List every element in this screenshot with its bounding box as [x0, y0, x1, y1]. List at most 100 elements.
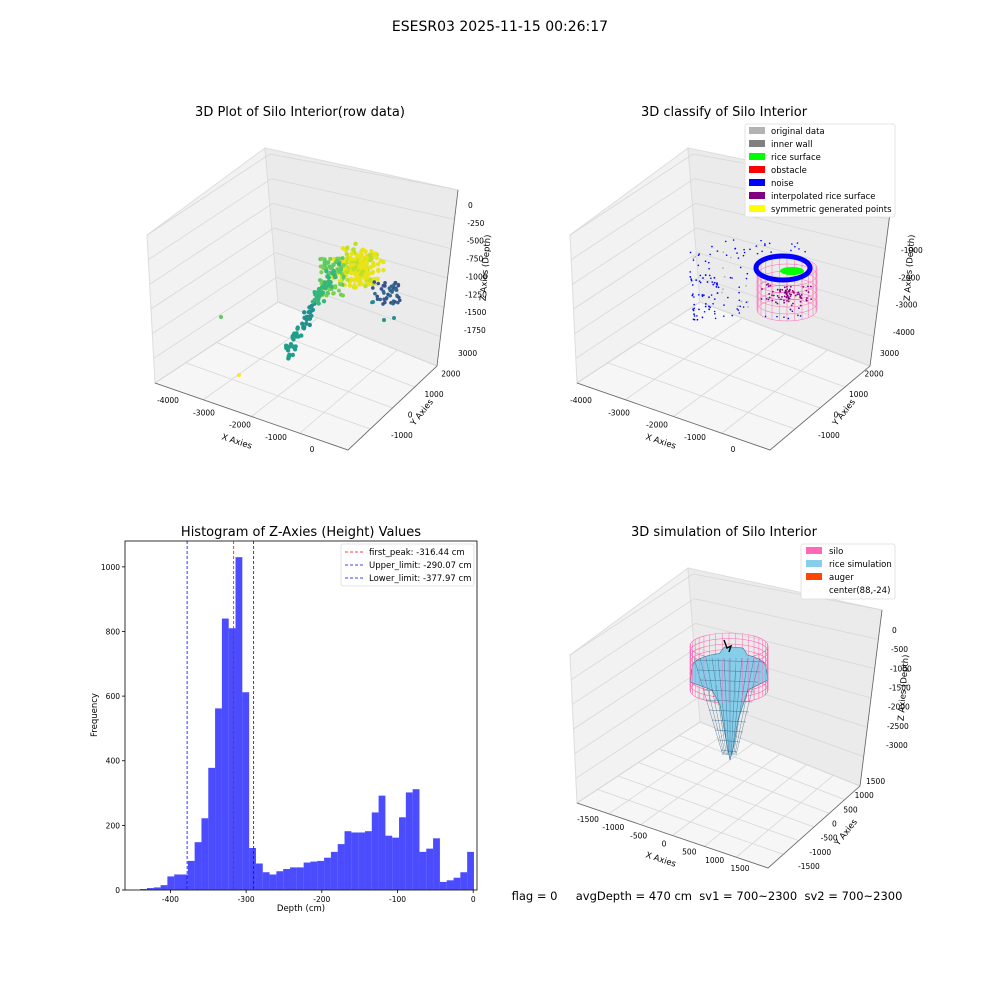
raw-z-axis-label: Z Axies (Depth) — [479, 234, 494, 301]
raw-data-points — [219, 241, 402, 377]
classify-z-axis-label: Z Axies (Depth) — [903, 234, 918, 301]
raw-point — [286, 354, 292, 359]
histogram-bar — [371, 812, 379, 890]
noise-point — [708, 267, 710, 270]
noise-point — [706, 281, 709, 283]
histogram-bar — [324, 857, 331, 890]
noise-point — [745, 301, 748, 303]
noise-point — [697, 264, 700, 267]
interpolated-point — [796, 293, 799, 296]
raw-point — [359, 265, 364, 271]
surface-mesh-line — [720, 749, 738, 753]
histogram-bar — [249, 847, 256, 890]
interpolated-point — [780, 298, 782, 301]
noise-point — [783, 316, 785, 318]
interpolated-point — [783, 301, 786, 304]
noise-point — [755, 245, 758, 247]
raw-point — [326, 275, 332, 280]
histogram-bar — [310, 861, 318, 890]
raw-point — [317, 294, 322, 299]
histogram-bar — [228, 628, 236, 890]
raw-point — [219, 315, 223, 319]
interpolated-point — [765, 297, 768, 300]
original-point — [723, 276, 726, 278]
raw-point — [337, 269, 342, 274]
raw-point — [321, 299, 327, 304]
noise-point — [764, 243, 766, 245]
raw-x-tick: -1000 — [265, 433, 287, 442]
classify-z-tick: -4000 — [893, 328, 915, 337]
surface-mesh-line — [708, 709, 750, 713]
raw-point — [387, 286, 392, 291]
noise-point — [713, 298, 716, 300]
interpolated-point — [800, 293, 803, 296]
x-tick-label: -400 — [162, 895, 179, 904]
raw-point — [363, 266, 369, 272]
noise-point — [794, 245, 796, 248]
histogram-x-axis-label: Depth (cm) — [277, 904, 325, 914]
raw-z-tick: -250 — [467, 219, 484, 228]
interpolated-point — [791, 290, 794, 292]
legend-label: symmetric generated points — [771, 205, 892, 215]
histogram-bar — [140, 889, 147, 890]
noise-point — [739, 266, 742, 269]
raw-x-tick: -4000 — [157, 396, 179, 405]
noise-point — [768, 242, 771, 245]
interpolated-point — [787, 290, 790, 293]
noise-point — [712, 283, 715, 286]
noise-point — [707, 261, 710, 264]
raw-point — [358, 258, 363, 264]
raw-point — [363, 284, 368, 289]
classify-y-tick: 0 — [834, 411, 839, 420]
histogram-bar — [358, 832, 365, 890]
interpolated-point — [765, 283, 768, 286]
interpolated-point — [781, 288, 784, 291]
raw-x-tick: -3000 — [193, 408, 215, 417]
simulation-x-axis-label: X Axies — [644, 850, 677, 869]
legend-swatch — [749, 192, 765, 199]
classify-y-tick: 1000 — [849, 390, 868, 399]
raw-point — [373, 291, 377, 296]
noise-point — [738, 286, 740, 288]
legend-swatch — [806, 547, 822, 554]
raw-point — [382, 318, 386, 322]
noise-point — [724, 240, 727, 243]
raw-point — [340, 259, 346, 264]
raw-point — [292, 331, 297, 336]
raw-x-tick: -2000 — [229, 421, 251, 430]
raw-point — [381, 267, 386, 273]
surface-mesh-line — [731, 657, 737, 756]
simulation-y-tick: 1000 — [855, 791, 874, 800]
simulation-y-tick: 1500 — [866, 777, 885, 786]
raw-z-tick: 0 — [468, 201, 473, 210]
raw-point — [372, 280, 377, 284]
raw-point — [383, 300, 387, 305]
histogram-bar — [446, 880, 454, 890]
interpolated-point — [783, 286, 786, 289]
raw-point — [393, 281, 398, 285]
legend-swatch — [749, 179, 765, 186]
raw-y-tick: -1000 — [391, 431, 413, 440]
noise-point — [703, 310, 706, 313]
raw-point — [309, 303, 314, 309]
raw-z-tick: -500 — [467, 237, 484, 246]
raw-point — [375, 297, 380, 302]
interpolated-point — [761, 288, 763, 290]
interpolated-point — [779, 288, 782, 291]
raw-point — [338, 282, 343, 287]
surface-mesh-line — [717, 657, 728, 756]
noise-point — [708, 305, 710, 308]
surface-mesh-line — [705, 657, 726, 756]
auger-mark — [723, 639, 733, 653]
histogram-bar — [153, 887, 161, 890]
simulation-y-tick: 500 — [843, 805, 858, 814]
raw-point — [379, 287, 384, 291]
interpolated-point — [777, 296, 780, 299]
histogram-bars — [140, 557, 474, 890]
raw-point — [375, 262, 381, 267]
noise-point — [722, 315, 725, 317]
original-point — [722, 267, 724, 270]
histogram-bar — [283, 868, 291, 890]
raw-point — [328, 256, 333, 261]
classify-y-tick: 3000 — [880, 349, 899, 358]
